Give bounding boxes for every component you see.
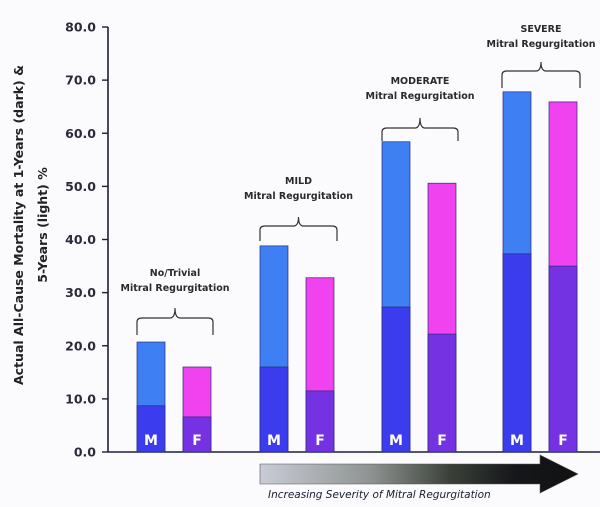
female-1yr-bar bbox=[182, 416, 212, 453]
arrow-shape bbox=[259, 454, 579, 494]
y-tick-label: 60.0 bbox=[65, 126, 96, 141]
male-1yr-bar bbox=[136, 405, 166, 453]
female-bar-label: F bbox=[558, 433, 568, 449]
arrow-label: Increasing Severity of Mitral Regurgitat… bbox=[268, 489, 491, 501]
group-subtitle: Mitral Regurgitation bbox=[120, 283, 229, 294]
female-bar-label: F bbox=[192, 433, 202, 449]
severity-arrow: Increasing Severity of Mitral Regurgitat… bbox=[259, 454, 579, 501]
male-bar-label: M bbox=[144, 433, 158, 449]
y-tick-label: 50.0 bbox=[65, 179, 96, 194]
group-title: MODERATE bbox=[391, 76, 450, 87]
group-title: MILD bbox=[285, 176, 312, 187]
y-tick-label: 20.0 bbox=[65, 338, 96, 353]
group-title: No/Trivial bbox=[150, 268, 200, 279]
group-title: SEVERE bbox=[521, 24, 562, 35]
y-tick-label: 30.0 bbox=[65, 285, 96, 300]
y-tick-label: 40.0 bbox=[65, 232, 96, 247]
y-tick-label: 10.0 bbox=[65, 391, 96, 406]
group-subtitle: Mitral Regurgitation bbox=[365, 91, 474, 102]
group-subtitle: Mitral Regurgitation bbox=[244, 191, 353, 202]
y-tick-label: 0.0 bbox=[74, 445, 96, 460]
y-axis-label-line-2: 5-Years (light) % bbox=[35, 167, 50, 283]
male-1yr-bar bbox=[381, 306, 411, 453]
y-axis-label-line-1: Actual All-Cause Mortality at 1-Years (d… bbox=[11, 65, 26, 385]
group-bracket bbox=[259, 216, 338, 241]
y-tick-label: 70.0 bbox=[65, 73, 96, 88]
y-tick-label: 80.0 bbox=[65, 20, 96, 35]
y-axis-label: Actual All-Cause Mortality at 1-Years (d… bbox=[11, 65, 50, 385]
group-bracket bbox=[381, 117, 459, 141]
male-bar-label: M bbox=[510, 433, 524, 449]
female-bar-label: F bbox=[437, 433, 447, 449]
female-1yr-bar bbox=[427, 333, 457, 453]
group-annotations: No/Trivial Mitral Regurgitation MILD Mitral… bbox=[120, 24, 596, 335]
male-bar-label: M bbox=[267, 433, 281, 449]
female-1yr-bar bbox=[305, 390, 335, 453]
group-bracket bbox=[136, 307, 214, 335]
male-bar-label: M bbox=[389, 433, 403, 449]
male-1yr-bar bbox=[259, 366, 289, 453]
female-bar-label: F bbox=[315, 433, 325, 449]
group-bracket bbox=[501, 61, 581, 88]
female-1yr-bar bbox=[548, 265, 578, 453]
male-1yr-bar bbox=[502, 253, 532, 453]
group-subtitle: Mitral Regurgitation bbox=[486, 39, 595, 50]
